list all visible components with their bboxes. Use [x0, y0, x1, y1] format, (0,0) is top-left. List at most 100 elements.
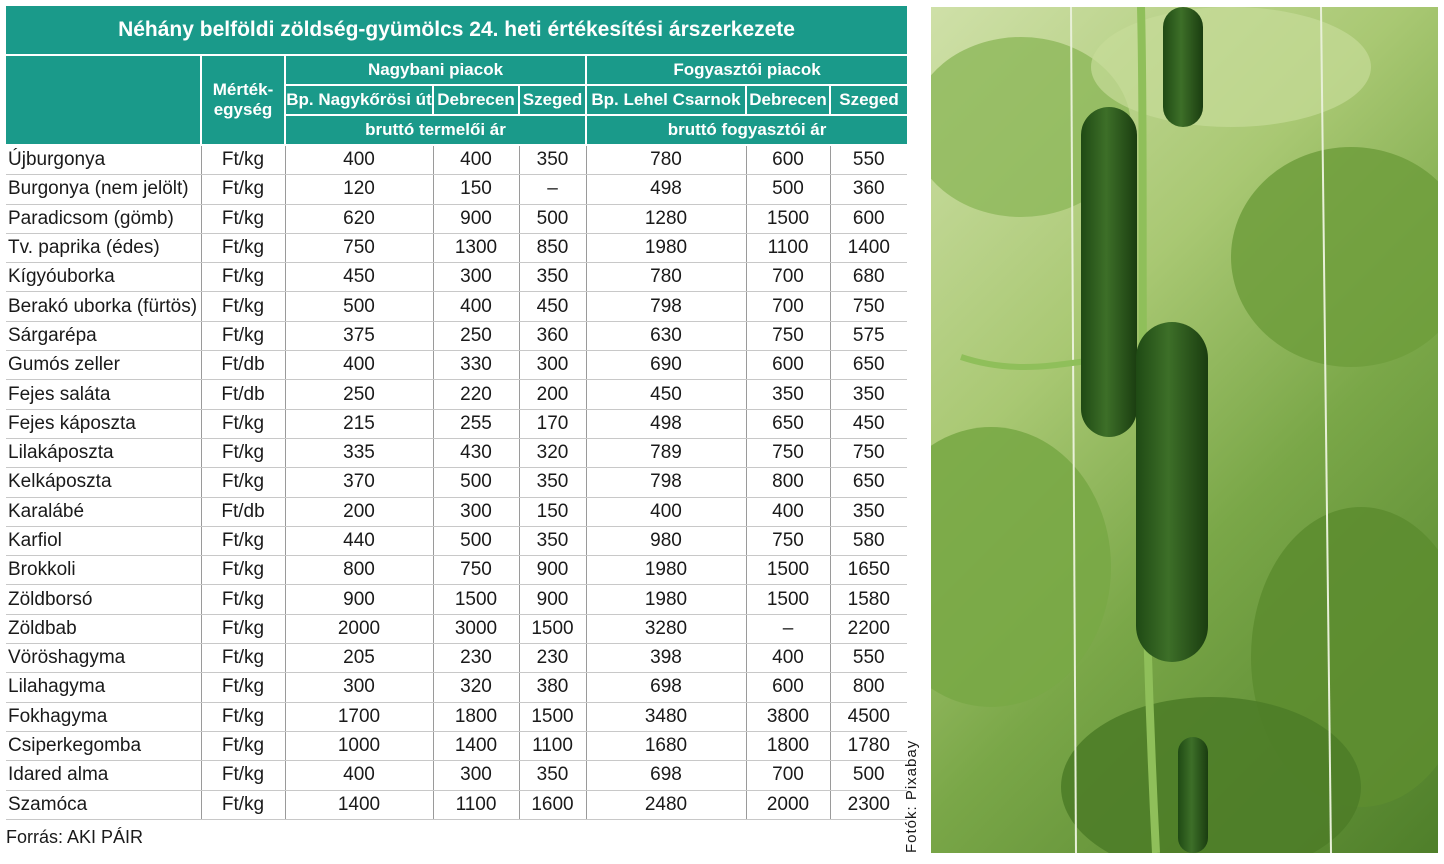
product-name: Tv. paprika (édes): [6, 233, 202, 264]
price-cell: 630: [586, 321, 747, 352]
product-name: Zöldbab: [6, 614, 202, 645]
price-cell: 750: [746, 438, 831, 469]
product-name: Fejes saláta: [6, 379, 202, 410]
table-row: Újburgonya Ft/kg 400 400 350 780 600 550: [6, 145, 908, 176]
price-cell: 580: [830, 526, 908, 557]
price-cell: 350: [830, 497, 908, 527]
product-name: Karfiol: [6, 526, 202, 557]
price-cell: 360: [519, 321, 587, 352]
price-cell: 350: [830, 379, 908, 410]
table-body: Újburgonya Ft/kg 400 400 350 780 600 550 Burgony…: [6, 145, 908, 820]
product-unit: Ft/kg: [201, 702, 286, 732]
price-cell: 2000: [746, 790, 831, 820]
price-cell: 3800: [746, 702, 831, 732]
price-cell: 500: [433, 467, 520, 498]
product-name: Kígyóuborka: [6, 262, 202, 293]
price-cell: 750: [746, 526, 831, 557]
price-cell: 2300: [830, 790, 908, 820]
price-cell: 800: [830, 672, 908, 703]
price-cell: 350: [746, 379, 831, 410]
price-cell: 375: [285, 321, 434, 352]
product-name: Újburgonya: [6, 145, 202, 176]
price-cell: 600: [830, 204, 908, 234]
product-unit: Ft/kg: [201, 790, 286, 820]
price-cell: 650: [830, 467, 908, 498]
product-unit: Ft/kg: [201, 321, 286, 352]
product-name: Karalábé: [6, 497, 202, 527]
price-cell: 400: [285, 760, 434, 791]
price-cell: 370: [285, 467, 434, 498]
price-cell: 1600: [519, 790, 587, 820]
price-table: Néhány belföldi zöldség-gyümölcs 24. het…: [6, 6, 908, 820]
price-cell: 300: [433, 760, 520, 791]
price-cell: 440: [285, 526, 434, 557]
price-cell: 350: [519, 262, 587, 293]
price-cell: 350: [519, 145, 587, 176]
price-cell: 230: [433, 643, 520, 674]
table-row: Karfiol Ft/kg 440 500 350 980 750 580: [6, 526, 908, 557]
price-cell: 1500: [433, 584, 520, 615]
price-cell: 400: [746, 497, 831, 527]
price-cell: 150: [519, 497, 587, 527]
product-unit: Ft/kg: [201, 438, 286, 469]
header-wholesale-bp: Bp. Nagykőrösi út: [284, 84, 434, 116]
price-cell: 600: [746, 350, 831, 381]
header-retail-debrecen: Debrecen: [745, 84, 831, 116]
table-row: Karalábé Ft/db 200 300 150 400 400 350: [6, 497, 908, 527]
product-name: Fokhagyma: [6, 702, 202, 732]
price-cell: 1500: [746, 555, 831, 586]
price-cell: 550: [830, 643, 908, 674]
product-name: Csiperkegomba: [6, 731, 202, 762]
price-cell: 850: [519, 233, 587, 264]
table-row: Lilahagyma Ft/kg 300 320 380 698 600 800: [6, 672, 908, 703]
price-cell: 3480: [586, 702, 747, 732]
price-cell: 250: [433, 321, 520, 352]
price-cell: 700: [746, 760, 831, 791]
price-cell: 750: [433, 555, 520, 586]
price-cell: –: [746, 614, 831, 645]
price-cell: 500: [285, 291, 434, 322]
price-cell: 400: [433, 145, 520, 176]
product-name: Gumós zeller: [6, 350, 202, 381]
price-cell: 620: [285, 204, 434, 234]
price-cell: 450: [519, 291, 587, 322]
price-cell: 1680: [586, 731, 747, 762]
price-cell: 220: [433, 379, 520, 410]
price-cell: 1100: [519, 731, 587, 762]
price-cell: 1400: [433, 731, 520, 762]
price-cell: 680: [830, 262, 908, 293]
product-unit: Ft/kg: [201, 204, 286, 234]
price-cell: 200: [285, 497, 434, 527]
price-cell: 450: [586, 379, 747, 410]
product-unit: Ft/kg: [201, 262, 286, 293]
product-name: Lilakáposzta: [6, 438, 202, 469]
price-cell: 1000: [285, 731, 434, 762]
price-cell: 500: [830, 760, 908, 791]
table-row: Vöröshagyma Ft/kg 205 230 230 398 400 550: [6, 643, 908, 674]
price-cell: 150: [433, 174, 520, 205]
table-row: Kígyóuborka Ft/kg 450 300 350 780 700 680: [6, 262, 908, 293]
price-cell: 4500: [830, 702, 908, 732]
price-cell: 3280: [586, 614, 747, 645]
product-name: Kelkáposzta: [6, 467, 202, 498]
price-cell: 230: [519, 643, 587, 674]
price-cell: 690: [586, 350, 747, 381]
price-cell: 2480: [586, 790, 747, 820]
table-row: Tv. paprika (édes) Ft/kg 750 1300 850 1980 110…: [6, 233, 908, 264]
table-row: Fejes saláta Ft/db 250 220 200 450 350 350: [6, 379, 908, 410]
price-cell: 550: [830, 145, 908, 176]
price-cell: 650: [830, 350, 908, 381]
price-cell: 498: [586, 174, 747, 205]
price-cell: 800: [285, 555, 434, 586]
price-cell: 1980: [586, 584, 747, 615]
price-cell: 600: [746, 145, 831, 176]
product-unit: Ft/kg: [201, 672, 286, 703]
table-row: Lilakáposzta Ft/kg 335 430 320 789 750 750: [6, 438, 908, 469]
header-wholesale-price: bruttó termelői ár: [284, 114, 587, 146]
price-cell: 430: [433, 438, 520, 469]
product-name: Fejes káposzta: [6, 409, 202, 439]
price-cell: 575: [830, 321, 908, 352]
price-cell: 500: [746, 174, 831, 205]
header-wholesale-debrecen: Debrecen: [432, 84, 520, 116]
product-unit: Ft/db: [201, 350, 286, 381]
